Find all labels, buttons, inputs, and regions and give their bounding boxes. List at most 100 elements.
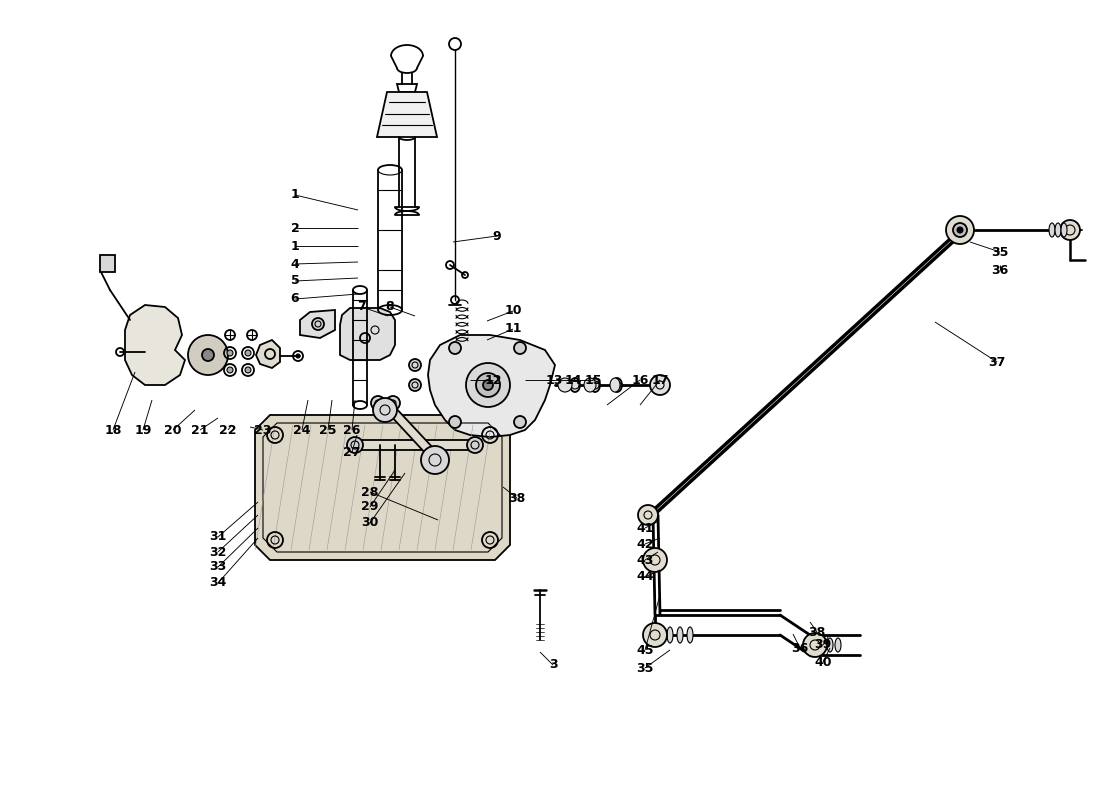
Circle shape: [245, 350, 251, 356]
Circle shape: [346, 437, 363, 453]
Polygon shape: [377, 92, 437, 137]
Text: 38: 38: [808, 626, 826, 638]
Ellipse shape: [570, 378, 580, 392]
Circle shape: [1060, 220, 1080, 240]
Ellipse shape: [1049, 223, 1055, 237]
Ellipse shape: [610, 378, 620, 392]
Text: 24: 24: [294, 423, 310, 437]
Ellipse shape: [657, 627, 663, 643]
Circle shape: [957, 227, 962, 233]
Circle shape: [296, 354, 300, 358]
Circle shape: [188, 335, 228, 375]
Text: 38: 38: [508, 491, 526, 505]
Circle shape: [953, 223, 967, 237]
Circle shape: [644, 548, 667, 572]
Text: 44: 44: [636, 570, 653, 583]
Text: 11: 11: [504, 322, 521, 335]
Text: 22: 22: [219, 423, 236, 437]
Ellipse shape: [590, 378, 600, 392]
Text: 2: 2: [290, 222, 299, 234]
Ellipse shape: [558, 378, 572, 392]
Text: 14: 14: [564, 374, 582, 386]
Text: 1: 1: [290, 239, 299, 253]
Circle shape: [202, 349, 215, 361]
Ellipse shape: [1062, 223, 1067, 237]
Ellipse shape: [827, 638, 833, 652]
Text: 21: 21: [191, 423, 209, 437]
Circle shape: [514, 342, 526, 354]
Text: 35: 35: [991, 246, 1009, 258]
Polygon shape: [355, 440, 475, 450]
Circle shape: [946, 216, 974, 244]
Ellipse shape: [612, 378, 621, 392]
Text: 9: 9: [493, 230, 502, 242]
Ellipse shape: [676, 627, 683, 643]
Text: 36: 36: [991, 263, 1009, 277]
Text: 42: 42: [636, 538, 653, 550]
Ellipse shape: [817, 638, 823, 652]
Circle shape: [466, 363, 510, 407]
Text: 12: 12: [484, 374, 502, 386]
Text: 26: 26: [343, 423, 361, 437]
Polygon shape: [256, 340, 280, 368]
Circle shape: [227, 350, 233, 356]
Polygon shape: [125, 305, 185, 385]
Circle shape: [650, 375, 670, 395]
Polygon shape: [428, 335, 556, 437]
Ellipse shape: [584, 378, 596, 392]
Text: 33: 33: [209, 561, 227, 574]
Text: 13: 13: [546, 374, 563, 386]
Circle shape: [409, 379, 421, 391]
Circle shape: [468, 437, 483, 453]
Text: 35: 35: [636, 662, 653, 674]
Text: 23: 23: [254, 423, 272, 437]
Text: 4: 4: [290, 258, 299, 270]
Circle shape: [409, 359, 421, 371]
Text: 27: 27: [343, 446, 361, 458]
Ellipse shape: [835, 638, 842, 652]
Text: 1: 1: [290, 189, 299, 202]
Text: 41: 41: [636, 522, 653, 534]
Circle shape: [421, 446, 449, 474]
Circle shape: [312, 318, 324, 330]
Text: 16: 16: [631, 374, 649, 386]
Polygon shape: [100, 255, 116, 272]
Circle shape: [483, 380, 493, 390]
Text: 32: 32: [209, 546, 227, 558]
Text: 10: 10: [504, 305, 521, 318]
Circle shape: [514, 416, 526, 428]
Circle shape: [476, 373, 501, 397]
Circle shape: [803, 633, 827, 657]
Text: 40: 40: [814, 655, 832, 669]
Text: 7: 7: [358, 301, 366, 314]
Text: 39: 39: [814, 638, 832, 651]
Polygon shape: [255, 415, 510, 560]
Text: 45: 45: [636, 643, 653, 657]
Circle shape: [449, 342, 461, 354]
Text: 5: 5: [290, 274, 299, 287]
Text: 15: 15: [584, 374, 602, 386]
Text: 43: 43: [636, 554, 653, 566]
Text: 28: 28: [361, 486, 378, 498]
Text: 18: 18: [104, 423, 122, 437]
Polygon shape: [300, 310, 336, 338]
Ellipse shape: [667, 627, 673, 643]
Circle shape: [449, 416, 461, 428]
Text: 6: 6: [290, 293, 299, 306]
Circle shape: [386, 396, 400, 410]
Text: 30: 30: [361, 517, 378, 530]
Circle shape: [371, 396, 385, 410]
Ellipse shape: [688, 627, 693, 643]
Ellipse shape: [1055, 223, 1061, 237]
Polygon shape: [377, 405, 443, 465]
Text: 20: 20: [164, 423, 182, 437]
Polygon shape: [340, 308, 395, 360]
Text: 17: 17: [651, 374, 669, 386]
Circle shape: [644, 623, 667, 647]
Text: 3: 3: [549, 658, 558, 671]
Text: 31: 31: [209, 530, 227, 543]
Text: 25: 25: [319, 423, 337, 437]
Text: 29: 29: [361, 501, 378, 514]
Circle shape: [638, 505, 658, 525]
Text: 19: 19: [134, 423, 152, 437]
